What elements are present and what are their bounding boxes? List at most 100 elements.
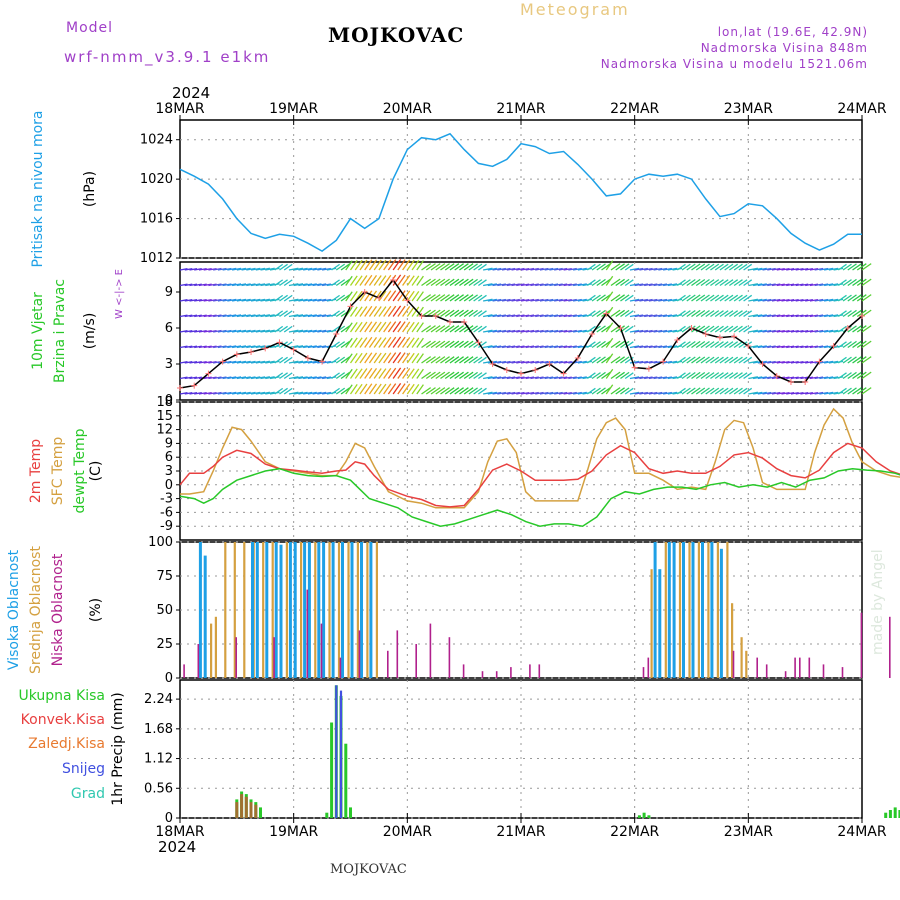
wind-barb (288, 376, 299, 380)
low-cloud-bar (841, 667, 844, 678)
wind-barb (861, 371, 872, 380)
wind-barb (596, 294, 606, 302)
wind-barb (303, 267, 313, 271)
wind-barb (743, 310, 753, 318)
wind-barb (781, 298, 790, 302)
wind-barb (767, 283, 776, 287)
wind-barb (468, 356, 478, 364)
wind-barb (752, 345, 763, 349)
wind-barb (856, 278, 867, 287)
wind-barb (719, 387, 729, 395)
wind-barb (710, 387, 720, 395)
wind-barb (748, 314, 759, 318)
wind-barb (634, 314, 644, 318)
wind-barb (279, 325, 288, 333)
wind-barb (406, 306, 415, 317)
mid-cloud-bar (664, 542, 667, 678)
precip-bar-ukupnakisa (349, 807, 352, 818)
wind-barb (373, 275, 382, 286)
model-label: Model (66, 20, 114, 36)
wind-barb (601, 371, 611, 380)
wind-barb (620, 294, 630, 302)
wind-barb (554, 376, 563, 380)
wind-barb (222, 314, 232, 318)
wind-barb (762, 298, 772, 302)
wind-barb (629, 267, 640, 271)
wind-barb (572, 267, 582, 271)
wind-barb (378, 259, 387, 271)
wind-barb (364, 336, 373, 348)
wind-barb (435, 325, 446, 333)
wind-barb (421, 340, 432, 349)
wind-barb (321, 267, 332, 271)
wind-barb (771, 314, 781, 318)
ytick-label-pressure: 1016 (140, 212, 173, 227)
wind-barb (757, 298, 767, 302)
ytick-label-temperature: 3 (165, 464, 173, 479)
wind-barb (719, 279, 729, 287)
wind-barb (554, 329, 563, 333)
wind-barb (217, 298, 227, 302)
high-cloud-bar (203, 555, 207, 678)
wind-barb (676, 325, 686, 333)
wind-barb (487, 314, 498, 318)
wind-barb (459, 371, 469, 380)
wind-barb (544, 376, 554, 380)
wind-barb (662, 298, 673, 302)
wind-barb (345, 353, 353, 364)
wind-barb (449, 371, 460, 380)
wind-barb (781, 360, 790, 364)
wind-barb (449, 278, 460, 287)
wind-barb (629, 345, 640, 349)
wind-barb (586, 294, 596, 302)
wind-barb (279, 263, 288, 271)
precip-bar-snijeg (335, 685, 338, 818)
wind-barb (695, 356, 706, 364)
wind-barb (805, 360, 814, 364)
ytick-label-pressure: 1024 (140, 133, 173, 148)
wind-barb (331, 279, 340, 287)
wind-barb (544, 298, 554, 302)
wind-barb (269, 267, 280, 271)
wind-barb (724, 279, 734, 287)
wind-barb (823, 283, 834, 287)
wind-barb (833, 360, 844, 364)
wind-barb (658, 267, 668, 271)
wind-barb (392, 259, 402, 271)
wind-barb (691, 371, 701, 380)
wind-barb (298, 267, 308, 271)
wind-barb (591, 341, 601, 349)
wind-barb (705, 279, 715, 287)
wind-barb (478, 372, 487, 380)
ytick-label-cloud: 25 (156, 637, 173, 652)
wind-barb (738, 279, 748, 287)
cloud-ylabel-mid: Srednja Oblacnost (28, 546, 44, 674)
wind-barb (795, 267, 804, 271)
wind-barb (738, 310, 748, 318)
ytick-label-temperature: 18 (156, 395, 173, 410)
wind-barb (800, 267, 809, 271)
wind-barb (700, 387, 710, 395)
wind-speed-marker (361, 289, 368, 295)
wind-barb (265, 391, 275, 395)
wind-barb (368, 306, 378, 317)
wind-barb (582, 314, 593, 318)
wind-barb (629, 391, 640, 395)
wind-barb (639, 314, 649, 318)
wind-barb (714, 372, 724, 380)
wind-barb (497, 298, 507, 302)
wind-barb (795, 329, 804, 333)
wind-barb (179, 268, 188, 271)
wind-barb (686, 387, 696, 395)
wind-barb (620, 371, 630, 380)
wind-barb (743, 263, 753, 271)
time-label-top: 20MAR (383, 101, 432, 117)
wind-barb (700, 294, 710, 302)
wind-barb (714, 310, 724, 318)
wind-barb (662, 391, 673, 395)
wind-barb (454, 387, 464, 395)
wind-barb (729, 263, 739, 271)
wind-barb (511, 376, 520, 380)
wind-barb (771, 298, 781, 302)
high-cloud-bar (251, 542, 254, 678)
